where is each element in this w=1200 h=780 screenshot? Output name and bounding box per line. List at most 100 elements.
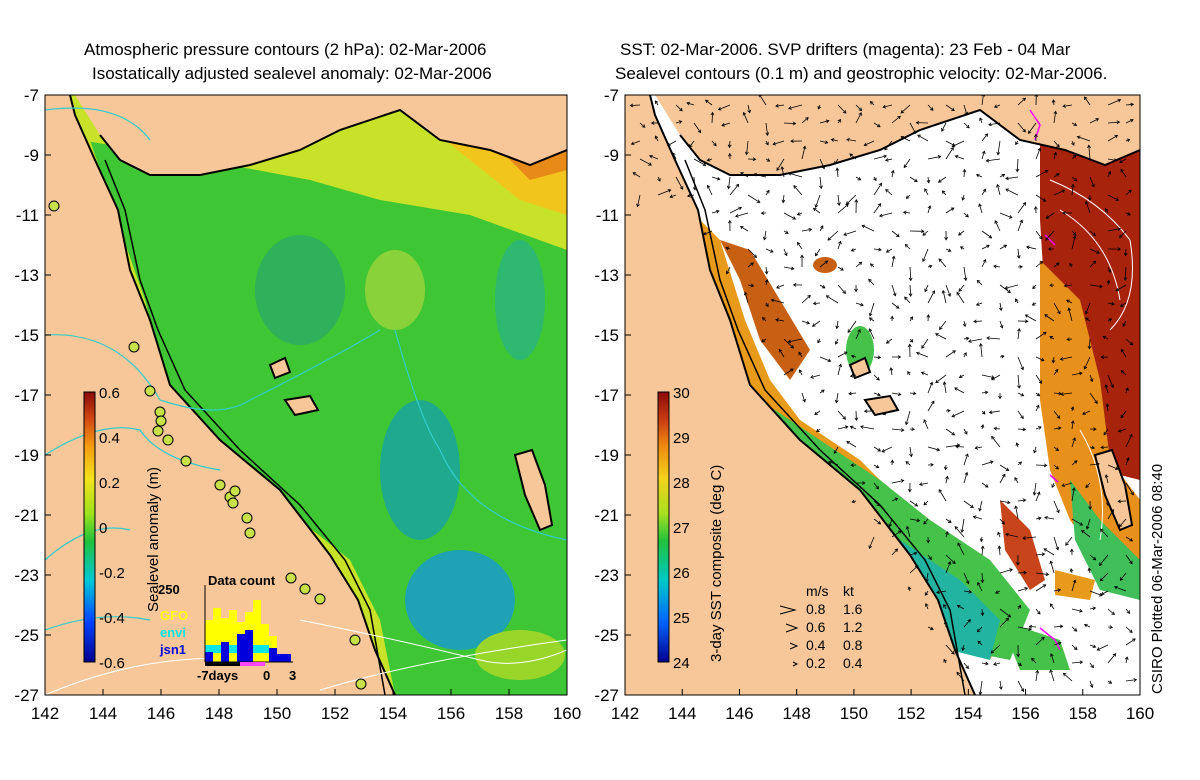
- velocity-arrow-head: [846, 441, 850, 445]
- velocity-arrow: [1114, 586, 1127, 592]
- velocity-arrow-head: [1066, 299, 1070, 304]
- velocity-arrow-head: [897, 392, 902, 397]
- velocity-arrow-head: [897, 115, 901, 120]
- velocity-arrow-head: [1100, 528, 1104, 533]
- tide-gauge-marker: [152, 425, 164, 437]
- velocity-arrow: [675, 176, 683, 190]
- velocity-arrow-head: [927, 205, 932, 209]
- velocity-arrow: [855, 104, 862, 111]
- right-lat-label: -25: [594, 626, 619, 645]
- velocity-arrow-head: [985, 158, 990, 163]
- velocity-arrow: [939, 320, 947, 330]
- velocity-key-kt-02: 0.4: [843, 655, 863, 671]
- velocity-arrow-head: [717, 107, 722, 111]
- velocity-arrow-head: [775, 318, 779, 322]
- velocity-arrow-head: [1073, 460, 1078, 464]
- velocity-arrow: [952, 140, 965, 147]
- velocity-arrow: [891, 230, 900, 237]
- velocity-arrow: [900, 136, 911, 142]
- sealevel-contour-2: [1059, 209, 1121, 301]
- velocity-arrow: [1086, 518, 1091, 530]
- velocity-arrow-head: [889, 367, 894, 371]
- velocity-arrow: [826, 295, 839, 304]
- velocity-arrow-head: [1016, 255, 1021, 259]
- velocity-arrow-head: [716, 176, 721, 181]
- velocity-arrow: [868, 279, 875, 286]
- velocity-arrow-head: [1084, 317, 1089, 321]
- velocity-arrow: [861, 225, 875, 232]
- velocity-arrow-head: [648, 162, 652, 166]
- velocity-arrow: [906, 526, 911, 538]
- velocity-arrow-head: [825, 295, 830, 299]
- legend-jsn1: jsn1: [159, 642, 186, 657]
- velocity-arrow-head: [965, 213, 969, 218]
- velocity-arrow: [1103, 428, 1109, 436]
- velocity-arrow-head: [654, 100, 659, 105]
- velocity-arrow-head: [1053, 151, 1058, 156]
- velocity-arrow-head: [1087, 345, 1092, 350]
- velocity-arrow-head: [1005, 176, 1009, 181]
- left-lon-label: 150: [263, 704, 291, 723]
- velocity-arrow-head: [888, 523, 893, 528]
- velocity-arrow-head: [1024, 319, 1029, 324]
- velocity-arrow-head: [951, 143, 956, 148]
- velocity-arrow-head: [1105, 502, 1110, 506]
- velocity-arrow-head: [753, 172, 758, 177]
- right-lon-label: 148: [782, 704, 810, 723]
- velocity-arrow: [958, 230, 965, 236]
- velocity-arrow-head: [958, 374, 963, 379]
- tide-gauge-marker: [155, 415, 167, 427]
- velocity-arrow: [819, 176, 822, 189]
- tide-gauge-marker: [128, 341, 140, 353]
- velocity-arrow-head: [679, 107, 683, 112]
- left-lat-label: -25: [14, 626, 39, 645]
- velocity-arrow: [873, 500, 880, 507]
- velocity-arrow-head: [1014, 505, 1018, 510]
- velocity-arrow-head: [945, 531, 949, 535]
- velocity-arrow-head: [787, 339, 792, 344]
- velocity-arrow: [1053, 302, 1061, 314]
- velocity-arrow-head: [994, 220, 998, 224]
- velocity-arrow-head: [857, 328, 861, 333]
- velocity-arrow-head: [849, 373, 854, 378]
- velocity-arrow: [927, 382, 933, 394]
- velocity-arrow-head: [954, 154, 959, 159]
- velocity-arrow-head: [1031, 657, 1035, 662]
- velocity-arrow: [819, 140, 828, 144]
- velocity-arrow-head: [979, 342, 983, 347]
- velocity-arrow: [917, 134, 929, 142]
- velocity-arrow-head: [877, 520, 882, 525]
- velocity-arrow-head: [980, 612, 985, 617]
- velocity-arrow-head: [907, 586, 912, 591]
- velocity-arrow: [1017, 97, 1026, 106]
- velocity-arrow: [869, 328, 875, 340]
- velocity-arrow: [771, 299, 785, 304]
- histogram-title: Data count: [208, 573, 276, 588]
- velocity-arrow: [945, 561, 951, 574]
- velocity-arrow: [945, 248, 951, 252]
- velocity-arrow: [649, 155, 659, 160]
- velocity-arrow: [955, 155, 965, 160]
- velocity-arrow: [986, 158, 1001, 162]
- velocity-arrow: [999, 212, 1013, 219]
- velocity-arrow: [746, 140, 749, 155]
- velocity-arrow-head: [1020, 366, 1025, 371]
- velocity-arrow-head: [941, 128, 945, 132]
- velocity-arrow-head: [1045, 237, 1049, 241]
- island-1-right: [848, 356, 872, 380]
- velocity-arrow: [703, 230, 713, 235]
- velocity-arrow: [747, 104, 751, 113]
- velocity-arrow-head: [960, 529, 965, 533]
- velocity-arrow: [999, 680, 1002, 690]
- velocity-arrow: [1060, 356, 1073, 360]
- right-lat-label: -9: [604, 146, 619, 165]
- velocity-arrow: [963, 428, 968, 435]
- tide-gauge-marker: [162, 434, 174, 446]
- velocity-arrow: [1053, 427, 1061, 430]
- velocity-arrow-head: [710, 111, 715, 116]
- velocity-arrow: [868, 536, 875, 549]
- velocity-arrow: [813, 208, 821, 214]
- velocity-arrow: [1089, 392, 1098, 404]
